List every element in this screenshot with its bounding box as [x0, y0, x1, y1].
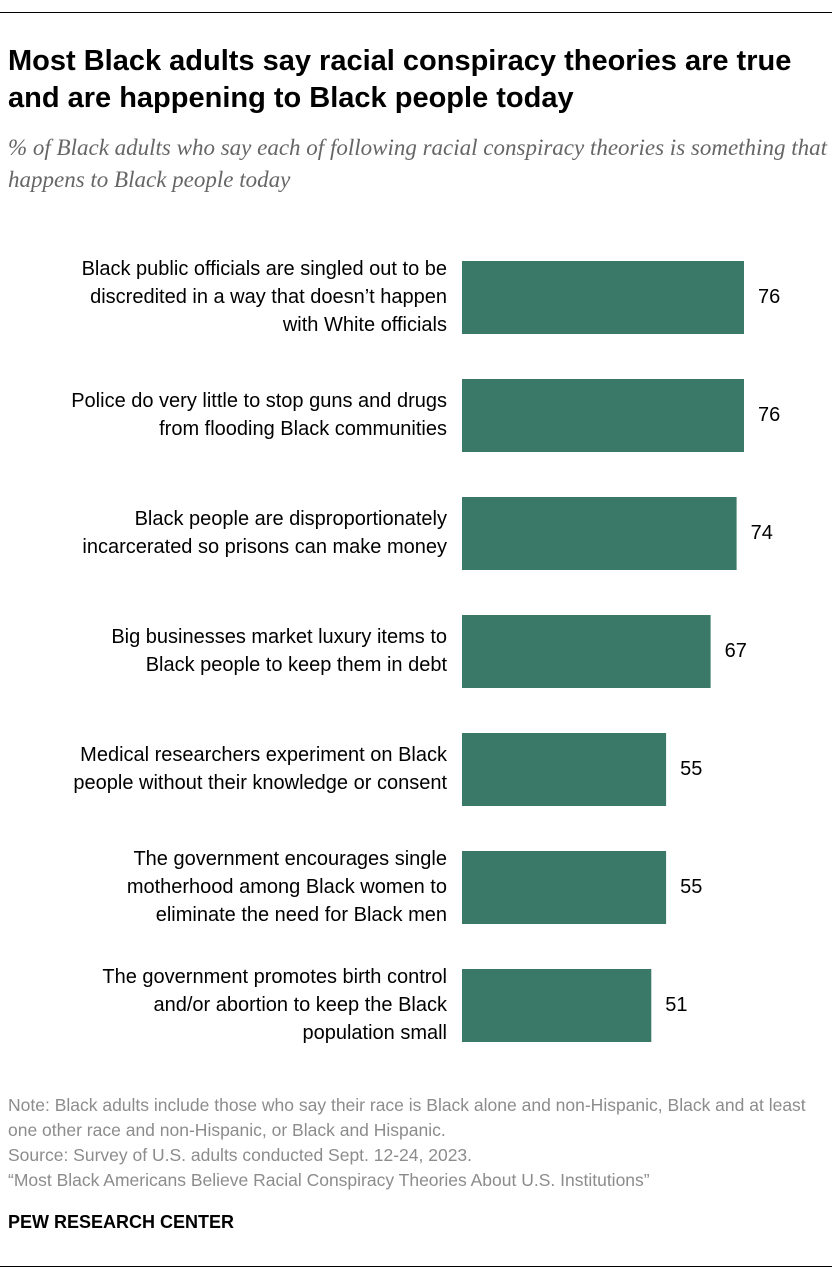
- bar-1: [462, 261, 744, 334]
- data-label-7: 51: [665, 994, 687, 1016]
- category-label-line: Medical researchers experiment on Black: [80, 744, 448, 766]
- category-label-2: Police do very little to stop guns and d…: [71, 390, 447, 440]
- bar-3: [462, 497, 737, 570]
- category-label-line: Black people are disproportionately: [135, 508, 447, 530]
- category-label-1: Black public officials are singled out t…: [82, 258, 447, 336]
- data-label-4: 67: [725, 640, 747, 662]
- category-label-line: The government promotes birth control: [102, 966, 447, 988]
- category-label-3: Black people are disproportionately incar…: [82, 508, 447, 558]
- bar-2: [462, 379, 744, 452]
- footer-note: Note: Black adults include those who say…: [8, 1095, 806, 1140]
- category-label-4: Big businesses market luxury items to Bla…: [111, 626, 447, 676]
- category-label-6: The government encourages single motherho…: [127, 848, 447, 926]
- bottom-rule: [0, 1266, 832, 1267]
- category-label-line: motherhood among Black women to: [127, 876, 447, 898]
- category-label-5: Medical researchers experiment on Black p…: [73, 744, 448, 794]
- category-label-line: Big businesses market luxury items to: [111, 626, 447, 648]
- category-label-line: Black public officials are singled out t…: [82, 258, 447, 280]
- category-label-line: The government encourages single: [133, 848, 447, 870]
- footer-source: Source: Survey of U.S. adults conducted …: [8, 1145, 473, 1165]
- category-label-line: population small: [302, 1022, 447, 1044]
- top-rule: [0, 12, 832, 13]
- chart-subtitle: % of Black adults who say each of follow…: [8, 135, 827, 192]
- category-label-line: eliminate the need for Black men: [156, 904, 447, 926]
- category-label-line: people without their knowledge or consen…: [73, 772, 447, 794]
- category-label-line: Police do very little to stop guns and d…: [71, 390, 447, 412]
- category-label-line: and/or abortion to keep the Black: [153, 994, 448, 1016]
- chart-footer: Note: Black adults include those who say…: [8, 1093, 828, 1193]
- pew-logo-text: PEW RESEARCH CENTER: [8, 1212, 235, 1232]
- data-label-2: 76: [758, 404, 780, 426]
- category-label-line: with White officials: [282, 314, 447, 336]
- category-label-line: Black people to keep them in debt: [146, 654, 448, 676]
- data-label-3: 74: [751, 522, 773, 544]
- bar-4: [462, 615, 711, 688]
- data-label-6: 55: [680, 876, 702, 898]
- bar-5: [462, 733, 667, 806]
- data-label-1: 76: [758, 286, 780, 308]
- chart-title: Most Black adults say racial conspiracy …: [8, 45, 792, 114]
- bar-6: [462, 851, 667, 924]
- footer-report-title: “Most Black Americans Believe Racial Con…: [8, 1170, 650, 1190]
- bar-7: [462, 969, 652, 1042]
- data-label-5: 55: [680, 758, 702, 780]
- category-label-line: discredited in a way that doesn’t happen: [90, 286, 447, 308]
- category-label-line: incarcerated so prisons can make money: [82, 536, 447, 558]
- category-label-7: The government promotes birth control and…: [102, 966, 448, 1044]
- category-label-line: from flooding Black communities: [159, 418, 447, 440]
